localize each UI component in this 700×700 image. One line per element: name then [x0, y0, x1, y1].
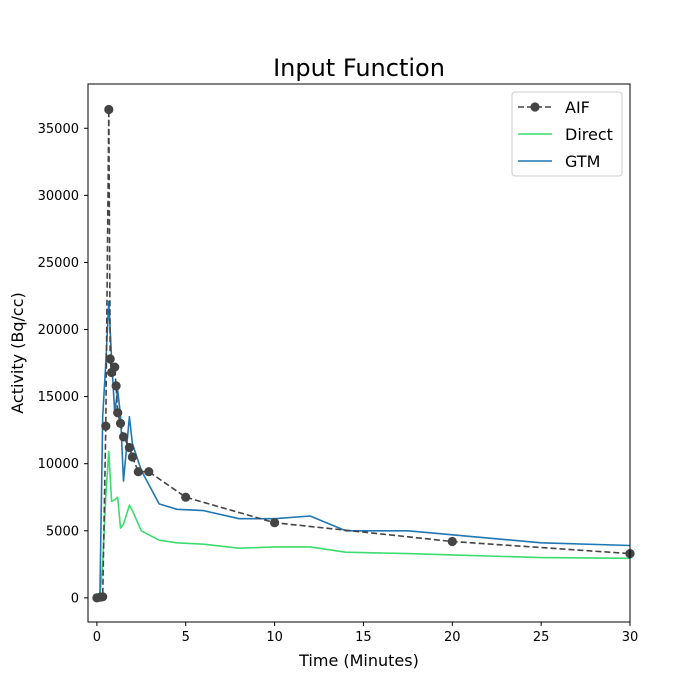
x-tick-label: 5 — [182, 630, 190, 645]
data-point-aif — [118, 432, 129, 442]
legend-label-gtm: GTM — [565, 152, 600, 171]
data-point-aif — [181, 492, 191, 502]
x-axis: 0 5 10 15 20 25 30 — [93, 622, 639, 645]
chart-title: Input Function — [273, 54, 445, 82]
y-tick-label: 30000 — [38, 189, 79, 204]
y-tick-label: 15000 — [38, 390, 79, 405]
data-point-aif — [113, 408, 123, 418]
data-point-aif — [447, 536, 457, 547]
x-axis-title: Time (Minutes) — [298, 651, 419, 670]
y-tick-label: 20000 — [38, 323, 79, 338]
series-line-aif — [96, 108, 631, 599]
data-point-aif — [104, 104, 114, 115]
data-point-aif — [127, 452, 137, 462]
data-point-aif — [270, 518, 280, 528]
x-tick-label: 0 — [93, 630, 101, 645]
series-line-direct — [96, 450, 631, 599]
plot-area-frame — [87, 83, 631, 623]
data-point-aif — [124, 443, 134, 453]
legend-label-direct: Direct — [565, 125, 613, 144]
data-point-aif — [133, 467, 143, 477]
x-tick-label: 20 — [444, 630, 461, 645]
x-tick-label: 15 — [355, 630, 372, 645]
data-point-aif — [111, 381, 121, 391]
legend: AIF Direct GTM — [511, 91, 623, 177]
y-tick-label: 35000 — [38, 122, 79, 137]
x-tick-label: 30 — [622, 630, 639, 645]
data-point-aif — [105, 354, 115, 364]
y-axis-title: Activity (Bq/cc) — [8, 292, 27, 414]
data-point-aif — [110, 362, 120, 372]
data-point-aif — [144, 467, 154, 477]
x-tick-label: 25 — [533, 630, 550, 645]
data-point-aif — [115, 418, 126, 428]
legend-label-aif: AIF — [565, 98, 590, 117]
x-tick-label: 10 — [266, 630, 283, 645]
y-axis: 0 5000 10000 15000 20000 25000 30000 35000 — [38, 122, 88, 606]
legend-box — [511, 91, 623, 177]
y-tick-label: 0 — [71, 591, 79, 606]
legend-marker-aif — [530, 102, 540, 112]
y-tick-label: 10000 — [38, 457, 79, 472]
y-tick-label: 5000 — [46, 524, 79, 539]
y-tick-label: 25000 — [38, 256, 79, 271]
data-point-aif — [101, 421, 111, 431]
data-point-aif — [98, 592, 108, 602]
